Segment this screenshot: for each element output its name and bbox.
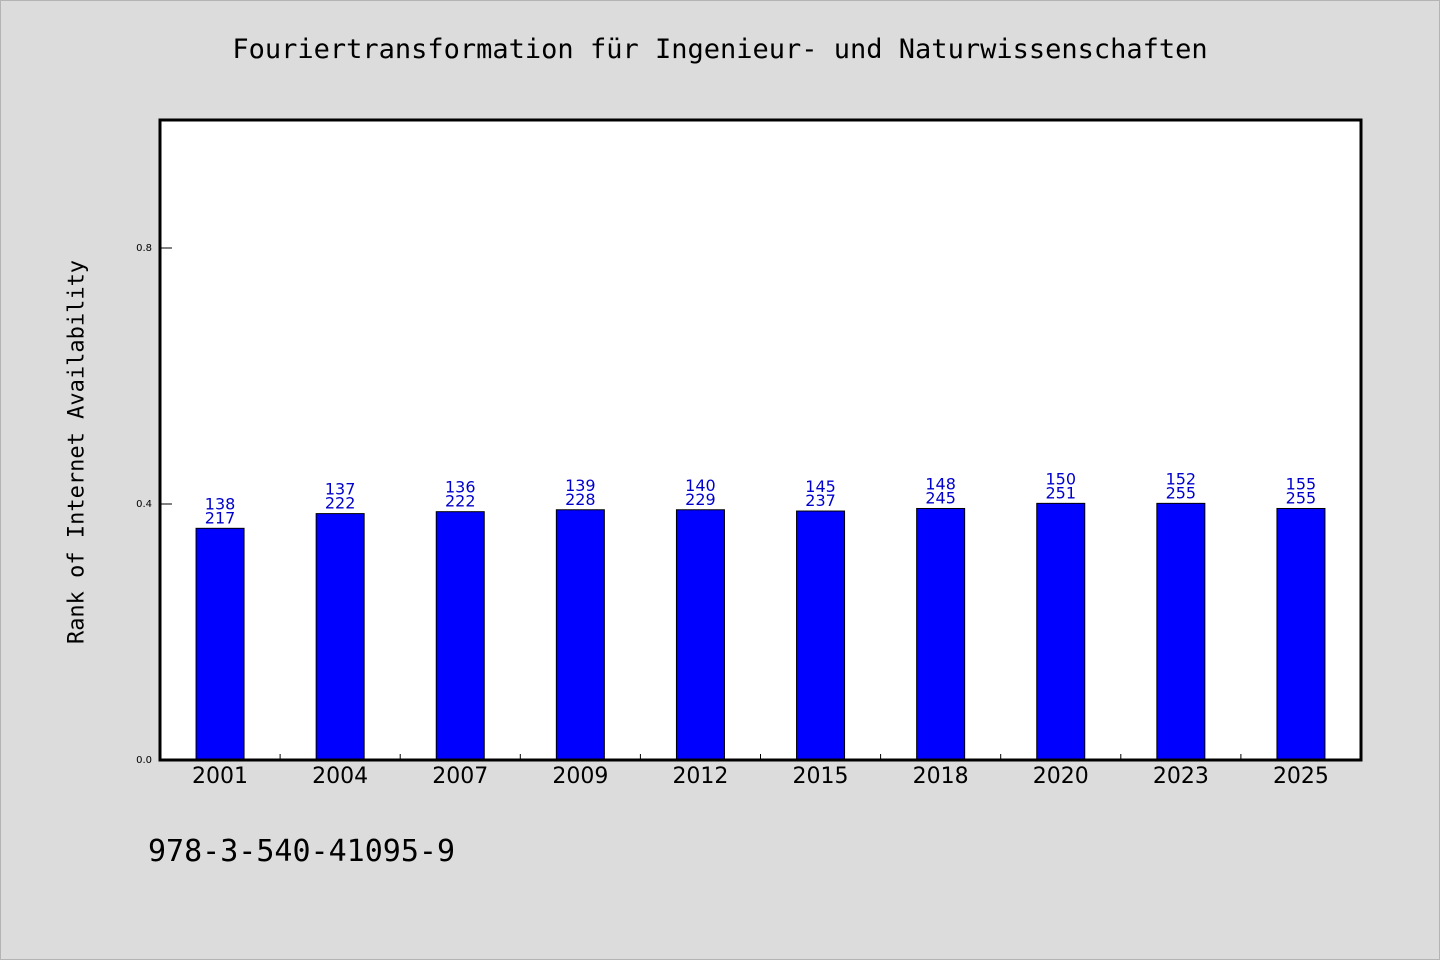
bar-data-label-bottom: 228 <box>565 490 596 509</box>
bar-data-label-top: 137 <box>325 480 356 499</box>
bar-data-label-top: 145 <box>805 477 836 496</box>
y-tick-label: 0.4 <box>136 499 152 510</box>
isbn-text: 978-3-540-41095-9 <box>148 834 456 869</box>
bar <box>796 510 846 761</box>
bar-data-label-top: 139 <box>565 476 596 495</box>
y-tick-label: 0.0 <box>136 755 152 766</box>
x-tick-label: 2001 <box>192 764 248 789</box>
bar-data-label-bottom: 222 <box>445 492 476 511</box>
x-tick-label: 2009 <box>552 764 608 789</box>
bar-data-label-bottom: 229 <box>685 490 716 509</box>
bar <box>435 511 485 761</box>
bar-data-label-top: 136 <box>445 478 476 497</box>
bar <box>555 509 605 761</box>
bar <box>315 513 365 761</box>
x-tick-label: 2012 <box>672 764 728 789</box>
bar-data-label-top: 152 <box>1166 469 1197 488</box>
bar-data-label-top: 150 <box>1045 469 1076 488</box>
bar-data-label-top: 148 <box>925 474 956 493</box>
x-tick-label: 2023 <box>1153 764 1209 789</box>
bar-data-label-top: 155 <box>1286 474 1317 493</box>
x-tick-label: 2007 <box>432 764 488 789</box>
bar <box>916 507 966 761</box>
bar <box>1036 502 1086 761</box>
x-tick-label: 2004 <box>312 764 368 789</box>
x-tick-label: 2018 <box>913 764 969 789</box>
bar <box>195 527 245 761</box>
bar <box>1276 507 1326 761</box>
x-tick-label: 2025 <box>1273 764 1329 789</box>
plot-border <box>158 118 1363 762</box>
x-tick-label: 2020 <box>1033 764 1089 789</box>
bar-data-label-bottom: 237 <box>805 491 836 510</box>
bar <box>1156 502 1206 761</box>
bar-data-label-bottom: 245 <box>925 488 956 507</box>
chart-title: Fouriertransformation für Ingenieur- und… <box>232 34 1208 65</box>
bar-data-label-bottom: 255 <box>1166 483 1197 502</box>
bar-data-label-bottom: 255 <box>1286 488 1317 507</box>
bar-data-label-top: 138 <box>205 494 236 513</box>
bar <box>675 509 725 761</box>
bar-data-label-bottom: 251 <box>1045 483 1076 502</box>
bar-data-label-bottom: 222 <box>325 494 356 513</box>
x-tick-label: 2015 <box>793 764 849 789</box>
bar-data-label-bottom: 217 <box>205 508 236 527</box>
y-tick-label: 0.8 <box>136 243 152 254</box>
bar-data-label-top: 140 <box>685 476 716 495</box>
